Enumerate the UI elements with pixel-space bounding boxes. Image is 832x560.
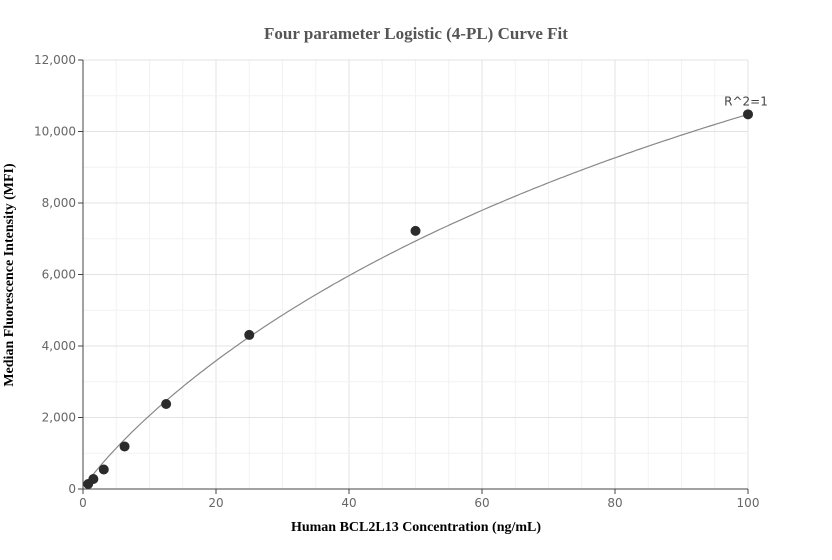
data-point — [244, 329, 255, 340]
y-tick-label: 8,000 — [42, 196, 76, 210]
r-squared-annotation: R^2=1 — [724, 94, 768, 108]
data-point — [161, 398, 172, 409]
x-tick-label: 60 — [474, 496, 489, 510]
x-axis-label: Human BCL2L13 Concentration (ng/mL) — [291, 520, 541, 535]
fit-curve — [87, 113, 749, 482]
chart-title: Four parameter Logistic (4-PL) Curve Fit — [264, 24, 568, 43]
y-axis-label: Median Fluorescence Intensity (MFI) — [2, 163, 17, 387]
x-tick-label: 40 — [341, 496, 356, 510]
data-point — [743, 109, 753, 120]
y-tick-label: 12,000 — [34, 53, 76, 67]
y-tick-label: 4,000 — [42, 339, 76, 353]
grid — [82, 59, 749, 490]
y-tick-label: 10,000 — [34, 125, 76, 139]
x-tick-label: 80 — [607, 496, 622, 510]
data-point — [88, 473, 99, 484]
y-tick-label: 6,000 — [42, 268, 76, 282]
x-tick-label: 100 — [737, 496, 760, 510]
x-tick-label: 20 — [208, 496, 223, 510]
data-point — [410, 225, 421, 236]
y-tick-label: 2,000 — [42, 411, 76, 425]
x-tick-label: 0 — [79, 496, 87, 510]
data-point — [119, 441, 130, 452]
y-tick-label: 0 — [68, 482, 76, 496]
data-point — [98, 464, 109, 475]
